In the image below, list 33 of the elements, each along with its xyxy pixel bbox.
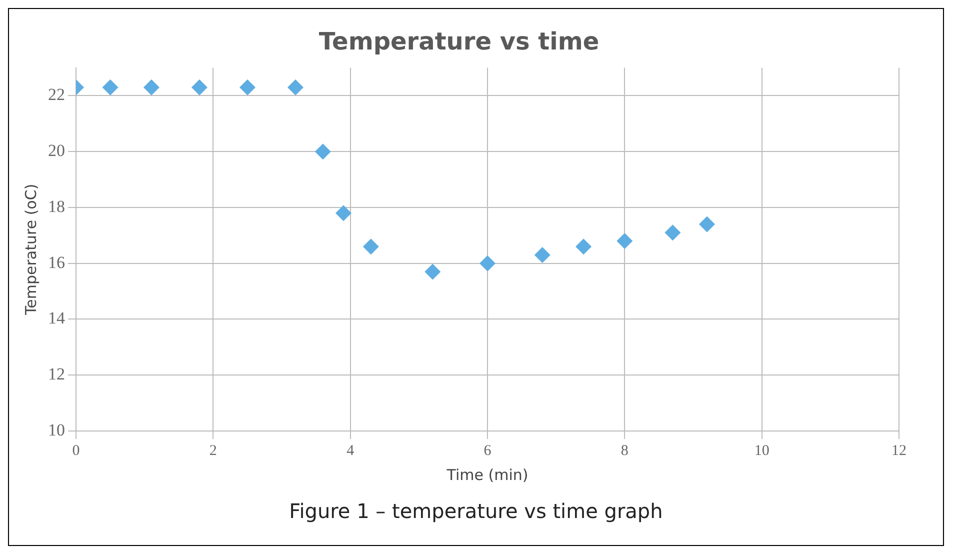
y-tick-label: 16 [48, 252, 65, 272]
x-tick-label: 2 [209, 442, 217, 459]
point [287, 79, 304, 96]
point [534, 246, 550, 263]
y-tick-label: 18 [48, 196, 65, 216]
point [698, 216, 715, 232]
point [616, 233, 633, 250]
x-tick-label: 8 [620, 442, 628, 459]
point [362, 238, 379, 255]
point [424, 264, 441, 280]
x-axis-title: Time (min) [446, 466, 528, 484]
y-tick-label: 10 [48, 420, 65, 440]
point [335, 205, 352, 222]
x-tick-label: 4 [346, 442, 355, 459]
point [480, 255, 496, 272]
point [143, 79, 160, 96]
y-tick-label: 12 [48, 364, 65, 384]
point [664, 224, 681, 241]
point [102, 79, 118, 96]
y-tick-label: 22 [48, 85, 65, 104]
chart-title: Temperature vs time [318, 28, 600, 56]
x-tick-label: 0 [72, 442, 80, 459]
point [576, 238, 592, 255]
y-tick-label: 20 [48, 141, 65, 160]
point [314, 144, 331, 160]
point [191, 79, 208, 96]
caption: Figure 1 – temperature vs time graph [288, 499, 664, 523]
point [239, 79, 256, 96]
y-axis-title: Temperature (oC) [22, 184, 40, 316]
y-tick-label: 14 [48, 308, 66, 328]
x-tick-label: 6 [484, 442, 492, 459]
x-tick-label: 12 [892, 442, 906, 459]
x-tick-label: 10 [754, 442, 770, 459]
